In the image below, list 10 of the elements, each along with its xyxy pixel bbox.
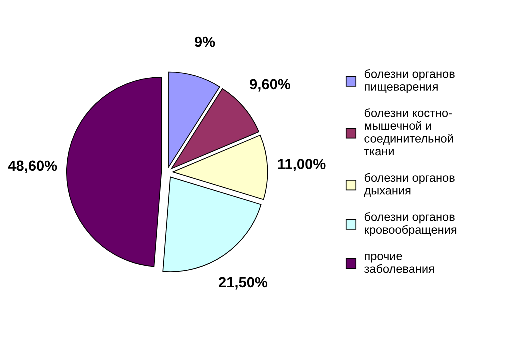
legend-label: болезни костно- мышечной и соединительной ткани	[364, 108, 454, 156]
data-label: 21,50%	[218, 277, 268, 290]
data-label: 11,00%	[278, 159, 326, 172]
data-label: 48,60%	[8, 160, 58, 174]
data-label: 9%	[194, 36, 216, 48]
data-label: 9,60%	[250, 79, 291, 92]
legend-label: болезни органов пищеварения	[364, 70, 455, 94]
legend-label: болезни органов дыхания	[364, 173, 455, 198]
legend-label: болезни органов кровообращения	[364, 212, 457, 236]
legend-label: прочие заболевания	[364, 254, 434, 274]
